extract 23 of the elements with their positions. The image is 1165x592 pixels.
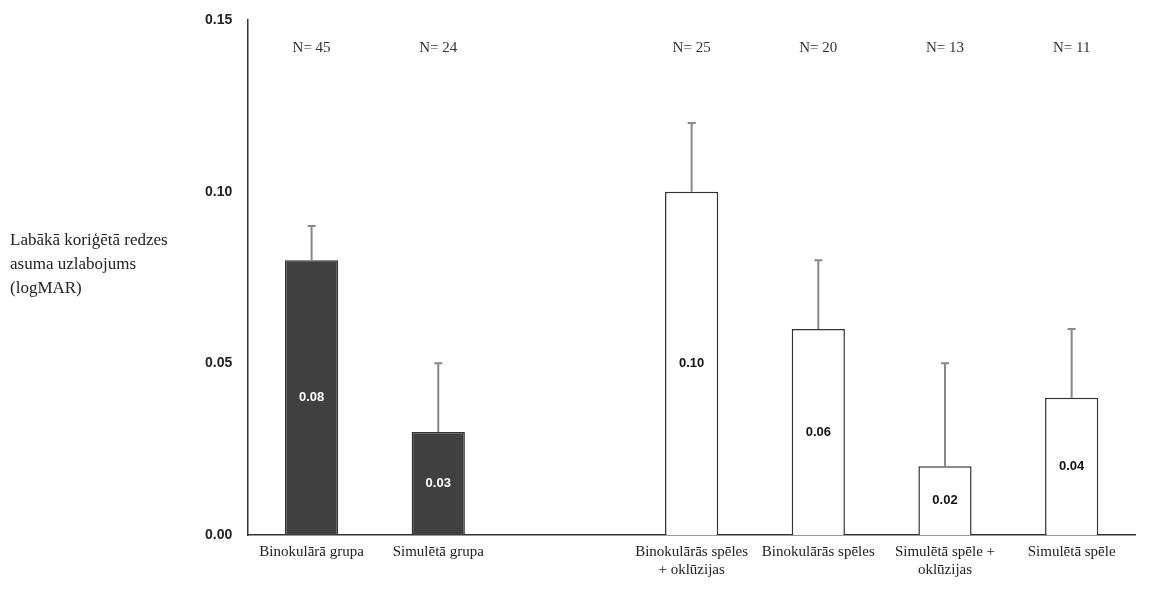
data-label: 0.06 [805, 423, 831, 439]
y-tick-label: 0.15 [205, 10, 233, 27]
x-tick-label: Binokulārā grupa [259, 542, 365, 559]
y-tick-label: 0.05 [205, 354, 233, 371]
data-label: 0.10 [678, 354, 705, 370]
data-label: 0.03 [425, 475, 451, 491]
annotation: N= 11 [1052, 38, 1091, 55]
annotation: N= 24 [419, 38, 458, 55]
y-tick-label: 0.10 [205, 182, 233, 199]
x-tick-label: Binokulārās spēles [761, 542, 875, 559]
annotation: N= 25 [672, 38, 711, 55]
data-label: 0.02 [932, 492, 958, 508]
data-label: 0.08 [298, 389, 325, 405]
y-tick-label: 0.00 [205, 525, 233, 542]
data-label: 0.04 [1059, 457, 1086, 473]
annotation: N= 13 [925, 38, 965, 55]
x-tick-label: Simulētā grupa [392, 542, 485, 559]
y-axis-title: Labākā koriģētā redzes asuma uzlabojums (logMAR) [10, 229, 169, 299]
annotation: N= 20 [799, 38, 838, 55]
annotation: N= 45 [292, 38, 331, 55]
x-tick-label: Simulētā spēle [1027, 542, 1116, 559]
x-tick-label: Simulētā spēle + oklūzijas [894, 542, 996, 577]
x-tick-label: Binokulārās spēles + oklūzijas [635, 542, 749, 577]
